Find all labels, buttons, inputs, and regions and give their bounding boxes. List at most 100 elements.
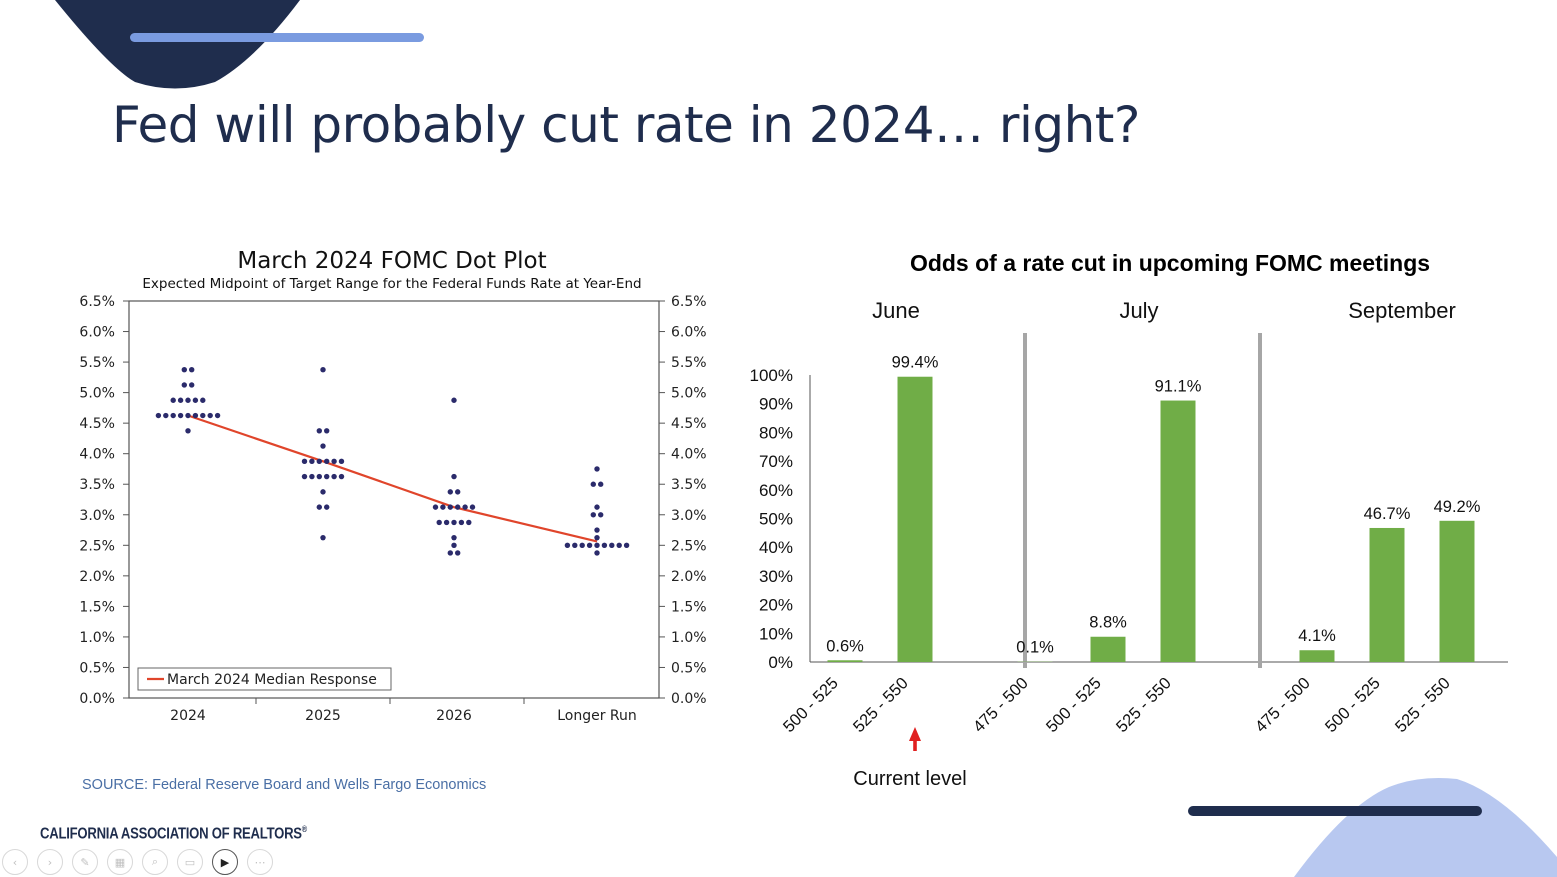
dot-point [590, 481, 596, 487]
dot-point [601, 542, 608, 549]
legend-box [137, 667, 392, 691]
bar-category-label: 500 - 525 [1043, 674, 1105, 736]
dot-point [455, 504, 461, 510]
dot-point [338, 458, 345, 465]
dot-point [316, 428, 322, 434]
zoom-icon[interactable]: ⌕ [142, 849, 168, 875]
y-tick-label-right: 2.0% [671, 569, 707, 585]
registered-mark: ® [301, 824, 308, 834]
y-tick-label-left: 6.0% [79, 325, 115, 341]
dot-point [177, 412, 184, 419]
dot-point [331, 473, 337, 480]
dot-point [185, 397, 191, 403]
group-label: September [1348, 298, 1456, 323]
bar-value-label: 99.4% [892, 354, 939, 372]
dot-plot-area [128, 300, 660, 699]
dot-point [309, 458, 315, 465]
y-tick-label: 10% [759, 624, 793, 643]
brand-name: CALIFORNIA ASSOCIATION OF REALTORS [40, 825, 302, 843]
dot-point [447, 489, 453, 495]
y-tick-label: 40% [759, 538, 793, 557]
x-tick-label: 2024 [170, 708, 206, 724]
bar-category-label: 525 - 550 [850, 674, 912, 736]
y-tick-label-right: 2.5% [671, 538, 707, 554]
header-navy-shape [55, 0, 300, 89]
bar-value-label: 4.1% [1298, 627, 1336, 645]
y-tick-label-left: 2.0% [79, 569, 115, 585]
y-tick-label-right: 3.0% [671, 508, 707, 524]
y-tick-label-right: 5.0% [671, 386, 707, 402]
dot-point [155, 412, 162, 419]
y-tick-label-left: 3.5% [79, 477, 115, 493]
dot-point [214, 412, 221, 419]
dot-point [462, 504, 468, 510]
subtitles-icon[interactable]: ▭ [177, 849, 203, 875]
dot-point [177, 397, 184, 403]
y-tick-label: 80% [759, 423, 793, 442]
dot-point [451, 542, 457, 549]
dot-point [623, 542, 630, 549]
y-tick-label-left: 4.0% [79, 447, 115, 463]
dot-point [451, 473, 457, 480]
bar-value-label: 49.2% [1434, 498, 1481, 516]
current-level-arrow-shaft [913, 740, 917, 751]
brand-logo-text: CALIFORNIA ASSOCIATION OF REALTORS® [40, 824, 307, 843]
bar-category-label: 475 - 500 [1252, 674, 1314, 736]
dot-plot-legend: March 2024 Median Response [137, 667, 392, 691]
bar-category-label: 525 - 550 [1392, 674, 1454, 736]
y-tick-label-left: 5.5% [79, 355, 115, 371]
dot-point [455, 550, 461, 556]
dot-plot-chart: 0.0% 0.0% 0.5% 0.5% 1.0% 1.0% 1.5% 1.5% 2.0% 2.0%… [79, 294, 707, 724]
dot-point [586, 542, 593, 549]
dot-point [338, 473, 345, 480]
dot-point [594, 527, 600, 533]
dot-point [451, 534, 457, 541]
dot-point [301, 458, 308, 465]
dot-point [590, 512, 596, 518]
slides-grid-icon[interactable]: ▦ [107, 849, 133, 875]
next-slide-icon[interactable]: › [37, 849, 63, 875]
odds-bar-chart: 0% 10% 20% 30% 40% 50% 60% 70% 80% 90% 100% June 0.6… [750, 298, 1508, 790]
dot-point [316, 458, 322, 465]
y-tick-label-right: 1.5% [671, 599, 707, 615]
header-decoration [55, 0, 424, 89]
y-tick-label-right: 0.5% [671, 660, 707, 676]
y-tick-label: 60% [759, 481, 793, 500]
group-label: July [1119, 298, 1158, 323]
y-tick-label-left: 2.5% [79, 538, 115, 554]
bar-value-label: 46.7% [1364, 505, 1411, 523]
y-tick-label-left: 0.0% [79, 691, 115, 707]
dot-point [564, 542, 571, 549]
y-tick-label-right: 0.0% [671, 691, 707, 707]
bar-value-label: 8.8% [1089, 614, 1127, 632]
y-tick-label: 0% [768, 653, 793, 672]
dot-point [324, 458, 330, 465]
current-level-label: Current level [853, 768, 966, 790]
dot-point [594, 550, 600, 556]
dot-point [579, 542, 585, 549]
bar-category-label: 500 - 525 [780, 674, 842, 736]
dot-plot-title: March 2024 FOMC Dot Plot [237, 248, 547, 274]
dot-point [451, 397, 457, 403]
pen-icon[interactable]: ✎ [72, 849, 98, 875]
dot-point [609, 542, 615, 549]
median-line [187, 414, 598, 543]
dot-point [301, 473, 308, 480]
dot-point [324, 428, 330, 434]
bar [1439, 520, 1475, 662]
odds-chart-title: Odds of a rate cut in upcoming FOMC meet… [909, 250, 1431, 276]
dot-point [324, 473, 330, 480]
camera-icon[interactable]: ▶ [212, 849, 238, 875]
dot-point [309, 473, 315, 480]
y-tick-label-left: 4.5% [79, 416, 115, 432]
dot-point [189, 367, 195, 373]
bar [1090, 636, 1126, 662]
bar-category-label: 525 - 550 [1113, 674, 1175, 736]
presentation-toolbar: ‹ › ✎ ▦ ⌕ ▭ ▶ ⋯ [2, 849, 273, 875]
dot-point [200, 412, 206, 419]
more-options-icon[interactable]: ⋯ [247, 849, 273, 875]
previous-slide-icon[interactable]: ‹ [2, 849, 28, 875]
x-tick-label: 2026 [436, 708, 472, 724]
x-tick-label: 2025 [305, 708, 341, 724]
dot-point [572, 542, 578, 549]
